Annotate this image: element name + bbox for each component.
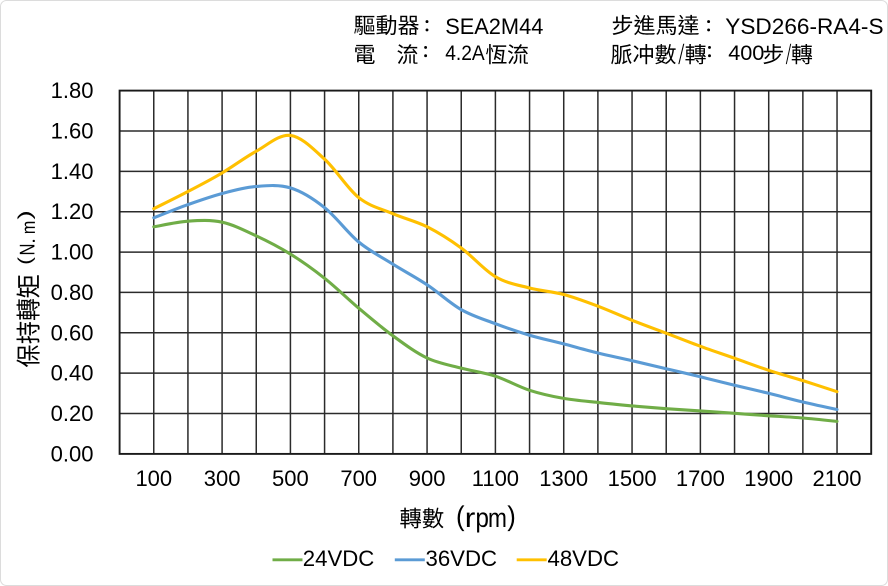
svg-text:2100: 2100 [813, 466, 862, 491]
svg-text:1900: 1900 [744, 466, 793, 491]
svg-text:4.2A: 4.2A [445, 41, 485, 65]
svg-text:1.00: 1.00 [51, 240, 94, 265]
svg-text:1100: 1100 [472, 466, 519, 491]
svg-text:300: 300 [204, 466, 241, 491]
svg-text:24VDC: 24VDC [303, 546, 375, 571]
svg-text:1700: 1700 [676, 466, 725, 491]
svg-text:0.00: 0.00 [51, 441, 94, 466]
svg-text:700: 700 [340, 466, 377, 491]
svg-text:1.80: 1.80 [51, 78, 94, 103]
svg-text:YSD266-RA4-S: YSD266-RA4-S [725, 14, 883, 39]
svg-text:36VDC: 36VDC [426, 546, 498, 571]
svg-text:500: 500 [272, 466, 309, 491]
svg-text:1300: 1300 [539, 466, 588, 491]
svg-text:1500: 1500 [608, 466, 657, 491]
svg-text:100: 100 [135, 466, 172, 491]
svg-text:1.40: 1.40 [51, 159, 94, 184]
svg-text:1.60: 1.60 [51, 119, 94, 144]
svg-text:SEA2M44: SEA2M44 [445, 14, 543, 39]
svg-text:0.60: 0.60 [51, 320, 94, 345]
svg-text:0.20: 0.20 [51, 401, 94, 426]
svg-text:0.40: 0.40 [51, 361, 94, 386]
svg-text:400: 400 [728, 40, 764, 65]
svg-text:0.80: 0.80 [51, 280, 94, 305]
svg-text:1.20: 1.20 [51, 199, 94, 224]
svg-text:48VDC: 48VDC [548, 546, 620, 571]
svg-text:900: 900 [409, 466, 446, 491]
